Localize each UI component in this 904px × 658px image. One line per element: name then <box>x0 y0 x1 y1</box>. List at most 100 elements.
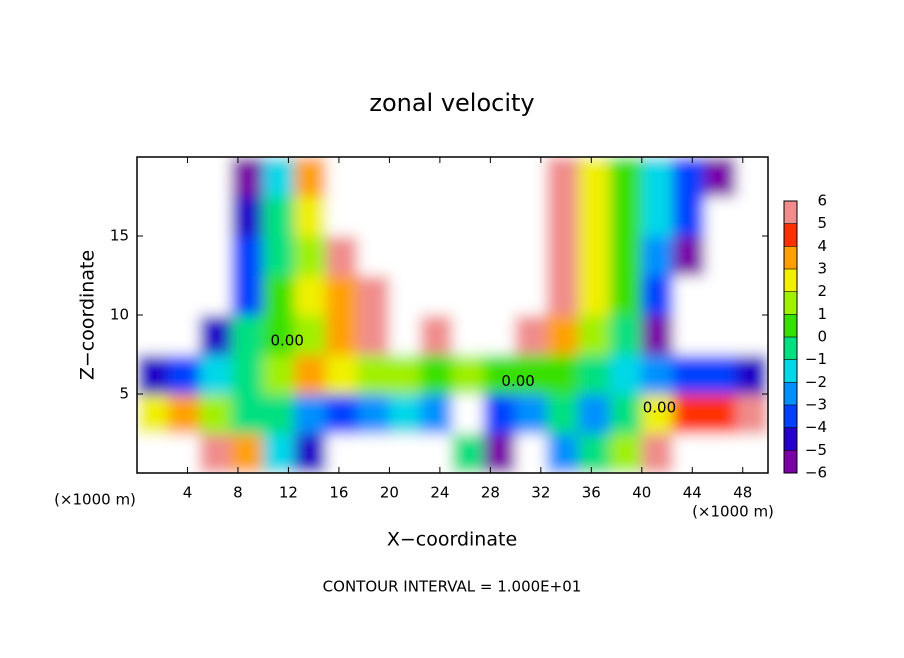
overlay: 0.000.000.004 8 12 16 20 24 28 32 36 40 44 4851015−… <box>110 157 827 502</box>
cell <box>388 433 422 473</box>
cell <box>452 275 485 316</box>
cell <box>672 433 706 473</box>
cell <box>357 393 390 434</box>
cell <box>452 433 485 473</box>
cell <box>546 354 580 395</box>
cell <box>231 314 264 355</box>
cell <box>546 393 580 434</box>
cell <box>578 393 611 434</box>
cell <box>704 157 737 197</box>
cell <box>168 157 201 197</box>
cell <box>325 393 359 434</box>
cell <box>199 196 233 237</box>
contour-label: 0.00 <box>643 399 676 417</box>
cell <box>609 157 643 197</box>
cell <box>168 235 201 276</box>
cell <box>137 157 170 197</box>
cell <box>357 433 390 473</box>
cell <box>420 157 453 197</box>
colorbar-label: 6 <box>817 192 827 210</box>
cell <box>546 196 580 237</box>
cell <box>199 314 233 355</box>
colorbar-label: −2 <box>805 373 827 391</box>
cell <box>262 354 296 395</box>
colorbar-swatch <box>784 382 797 405</box>
cell <box>672 235 706 276</box>
cell <box>515 275 548 316</box>
colorbar-label: 0 <box>817 328 827 346</box>
contour-label: 0.00 <box>501 372 534 390</box>
colorbar-swatch <box>784 246 797 269</box>
cell <box>641 433 674 473</box>
cell <box>735 354 768 395</box>
cell <box>546 314 580 355</box>
cell <box>672 314 706 355</box>
cell <box>199 157 233 197</box>
colorbar-swatch <box>784 337 797 360</box>
cell <box>515 314 548 355</box>
colorbar-swatch <box>784 201 797 224</box>
cell <box>641 393 674 434</box>
cell <box>546 275 580 316</box>
cell <box>294 235 327 276</box>
cell <box>578 314 611 355</box>
cell <box>735 433 768 473</box>
cell <box>578 196 611 237</box>
cell <box>325 157 359 197</box>
cell <box>452 354 485 395</box>
x-tick-label: 20 <box>380 484 399 502</box>
x-tick-label: 12 <box>279 484 298 502</box>
cell <box>704 433 737 473</box>
cell <box>294 275 327 316</box>
colorbar-label: 2 <box>817 282 827 300</box>
cell <box>452 157 485 197</box>
colorbar-label: 5 <box>817 214 827 232</box>
cell <box>168 196 201 237</box>
colorbar-swatch <box>784 291 797 315</box>
cell <box>483 433 517 473</box>
cell <box>231 275 264 316</box>
cell <box>357 354 390 395</box>
x-tick-label: 24 <box>430 484 449 502</box>
cell <box>388 354 422 395</box>
cell <box>641 354 674 395</box>
cell <box>199 235 233 276</box>
cell <box>546 157 580 197</box>
cell <box>609 433 643 473</box>
footnote: CONTOUR INTERVAL = 1.000E+01 <box>323 578 582 596</box>
cell <box>420 235 453 276</box>
cell <box>262 393 296 434</box>
x-tick-label: 8 <box>233 484 243 502</box>
cell <box>325 314 359 355</box>
field <box>137 157 768 473</box>
cell <box>388 275 422 316</box>
cell <box>388 393 422 434</box>
colorbar-swatch <box>784 314 797 337</box>
cell <box>704 354 737 395</box>
cell <box>199 433 233 473</box>
cell <box>294 157 327 197</box>
cell <box>704 393 737 434</box>
cell <box>420 314 453 355</box>
cell <box>231 235 264 276</box>
cell <box>578 275 611 316</box>
cell <box>137 393 170 434</box>
cell <box>704 275 737 316</box>
cell <box>483 354 517 395</box>
colorbar-label: 1 <box>817 305 827 323</box>
cell <box>483 196 517 237</box>
cell <box>137 275 170 316</box>
x-tick-label: 36 <box>582 484 601 502</box>
cell <box>388 314 422 355</box>
cell <box>168 354 201 395</box>
cell <box>609 393 643 434</box>
cell <box>168 393 201 434</box>
cell <box>262 314 296 355</box>
cell <box>672 275 706 316</box>
cell <box>515 196 548 237</box>
cell <box>137 314 170 355</box>
cell <box>294 393 327 434</box>
colorbar-swatch <box>784 269 797 292</box>
cell <box>609 196 643 237</box>
cell <box>578 433 611 473</box>
